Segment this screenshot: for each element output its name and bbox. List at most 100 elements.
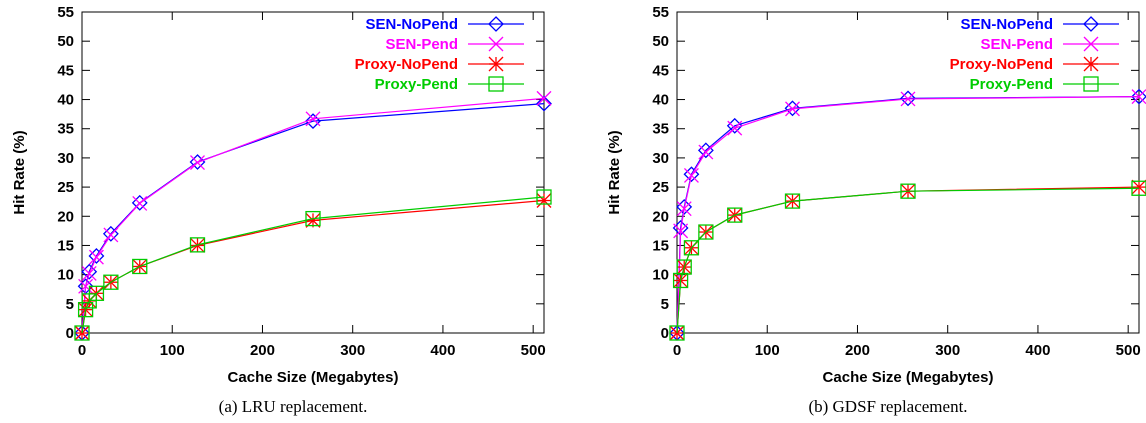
- chart-0-xtick-label: 100: [160, 342, 185, 359]
- chart-1-series-sen-pend-point: [1131, 89, 1146, 105]
- chart-1-legend-marker: [1083, 56, 1099, 72]
- chart-0-ytick-label: 35: [57, 121, 74, 138]
- chart-0-xtick-label: 400: [430, 342, 455, 359]
- chart-1-ytick-label: 25: [652, 179, 669, 196]
- chart-0-series-proxy-pend: [74, 189, 552, 341]
- chart-1-series-sen-nopend-point: [900, 90, 916, 107]
- chart-1-series-sen-pend-point: [727, 120, 743, 136]
- chart-1-series-sen-pend-point-stroke-b: [1131, 89, 1146, 105]
- chart-1-legend-label: SEN-Pend: [980, 36, 1053, 53]
- chart-0-legend-label: SEN-NoPend: [365, 16, 458, 33]
- chart-1-series-sen-pend-point: [785, 101, 800, 117]
- chart-0-series-proxy-nopend-point: [536, 193, 552, 208]
- chart-1-caption: (b) GDSF replacement.: [808, 397, 967, 416]
- chart-0-xtick-label: 500: [521, 342, 546, 359]
- chart-1-ytick-label: 5: [661, 296, 669, 313]
- chart-1-legend-marker: [1083, 16, 1099, 32]
- chart-0-ytick-label: 55: [57, 4, 74, 21]
- chart-1-legend-marker: [1083, 76, 1099, 92]
- chart-0-xtick-label: 300: [340, 342, 365, 359]
- chart-0-ytick-label: 10: [57, 267, 74, 284]
- chart-0-xtick-label: 200: [250, 342, 275, 359]
- chart-1-series-sen-pend-point-stroke-b: [727, 120, 743, 136]
- chart-1-ytick-label: 20: [652, 208, 669, 225]
- chart-1-series-proxy-pend-point: [1131, 180, 1146, 196]
- chart-0-series-sen-pend: [74, 90, 552, 341]
- chart-0-series-sen-pend-point-stroke-b: [88, 249, 104, 265]
- chart-0-series-sen-pend-point-stroke-b: [78, 278, 94, 294]
- chart-0-series-sen-pend-point: [190, 155, 205, 171]
- chart-0-legend-label: Proxy-NoPend: [355, 56, 458, 73]
- chart-0-series-sen-pend-point-stroke-b: [103, 227, 119, 243]
- chart-0-series-sen-nopend-point: [536, 95, 552, 112]
- chart-1-series-sen-pend-point-stroke-b: [785, 101, 800, 117]
- chart-0-series-sen-nopend-point: [88, 248, 105, 264]
- chart-1-series-sen-pend-point: [683, 167, 699, 183]
- chart-1-series-proxy-pend-point: [900, 183, 916, 199]
- chart-0-series-sen-pend-point: [103, 227, 119, 243]
- chart-1-ytick-label: 15: [652, 237, 669, 254]
- chart-1-series-sen-pend-point-stroke-b: [683, 167, 699, 183]
- chart-1-series-sen-pend-point: [673, 223, 689, 239]
- chart-0-xtick-label: 0: [78, 342, 86, 359]
- chart-1-plot-frame: [676, 11, 1140, 334]
- chart-1-series-proxy-pend: [669, 180, 1146, 341]
- chart-1-ytick-label: 40: [652, 92, 669, 109]
- chart-0-series-proxy-pend-point: [103, 274, 119, 290]
- chart-1-series-sen-pend-point: [698, 144, 714, 160]
- chart-1-legend-label: Proxy-Pend: [970, 76, 1053, 93]
- chart-1-series-sen-pend-point-stroke-b: [900, 91, 916, 107]
- chart-0-series-sen-pend-point-stroke-b: [190, 155, 205, 171]
- chart-panel-lru: 0 5 10 15 20 25 30 35 40 45 50 55 0 100 200 300 400 500 Ca…: [11, 4, 552, 416]
- chart-1-legend-marker-stroke-b: [1083, 36, 1099, 52]
- chart-1-series-proxy-pend-point: [669, 325, 685, 341]
- chart-0-series-sen-pend-point-stroke-b: [81, 266, 97, 281]
- chart-1-yaxis-label: Hit Rate (%): [606, 130, 623, 214]
- chart-1-series-sen-nopend-point: [784, 100, 801, 117]
- chart-0-series-sen-pend-point: [536, 90, 552, 106]
- chart-1-legend-label: Proxy-NoPend: [950, 56, 1053, 73]
- chart-1-xtick-label: 300: [935, 342, 960, 359]
- chart-0-series-sen-pend-point: [88, 249, 104, 265]
- chart-0-legend-marker-stroke-b: [488, 36, 504, 52]
- chart-1-series-sen-pend-point-stroke-b: [673, 223, 689, 239]
- chart-0-series-proxy-pend-point: [132, 258, 148, 275]
- chart-0-legend-marker: [488, 16, 504, 32]
- chart-1-legend: SEN-NoPend SEN-Pend Proxy-NoPend Proxy-Pend: [950, 16, 1119, 93]
- chart-1-xtick-label: 500: [1116, 342, 1141, 359]
- chart-0-series-sen-pend-point-stroke-b: [305, 111, 321, 127]
- chart-0-series-sen-pend-point-stroke-b: [536, 90, 552, 106]
- chart-1-series-proxy-pend-point: [698, 224, 714, 240]
- chart-1-ytick-label: 30: [652, 150, 669, 167]
- chart-0-series-proxy-pend-point: [305, 210, 321, 227]
- chart-0-series-sen-nopend-point: [102, 225, 119, 242]
- chart-1-series-proxy-nopend: [669, 179, 1146, 341]
- chart-panel-gdsf: 0 5 10 15 20 25 30 35 40 45 50 55 0 100 200 300 400 500 Ca…: [606, 4, 1146, 416]
- chart-0-legend-marker: [488, 56, 504, 72]
- chart-1-series-proxy-pend-point: [727, 207, 743, 223]
- chart-0-caption: (a) LRU replacement.: [219, 397, 368, 416]
- chart-1-series-proxy-pend-point: [676, 259, 692, 275]
- chart-0-series-proxy-pend-point: [74, 325, 90, 341]
- chart-1-series-sen-pend-point-stroke-b: [698, 144, 714, 160]
- chart-0-legend: SEN-NoPend SEN-Pend Proxy-NoPend Proxy-Pend: [355, 16, 524, 93]
- chart-0-series-proxy-pend-point: [88, 285, 105, 301]
- chart-1-series-sen-pend-point: [676, 201, 692, 217]
- chart-1-ytick-label: 45: [652, 62, 669, 79]
- chart-1-xaxis-label: Cache Size (Megabytes): [823, 369, 994, 386]
- chart-1-series-proxy-pend-point: [683, 240, 700, 256]
- chart-1-legend-marker: [1083, 36, 1099, 52]
- chart-1-ytick-label: 10: [652, 267, 669, 284]
- chart-0-ytick-label: 15: [57, 237, 74, 254]
- chart-1-xtick-label: 100: [755, 342, 780, 359]
- chart-0-series-sen-pend-point: [132, 195, 148, 211]
- chart-0-legend-marker: [488, 36, 504, 52]
- chart-0-legend-label: Proxy-Pend: [375, 76, 458, 93]
- chart-0-ytick-label: 30: [57, 150, 74, 167]
- chart-1-series-proxy-nopend-point: [1131, 179, 1146, 195]
- chart-0-series-proxy-pend-point: [189, 237, 206, 253]
- chart-0-ytick-label: 45: [57, 62, 74, 79]
- chart-1-series-sen-pend-line: [676, 96, 1140, 334]
- chart-1-ytick-label: 35: [652, 121, 669, 138]
